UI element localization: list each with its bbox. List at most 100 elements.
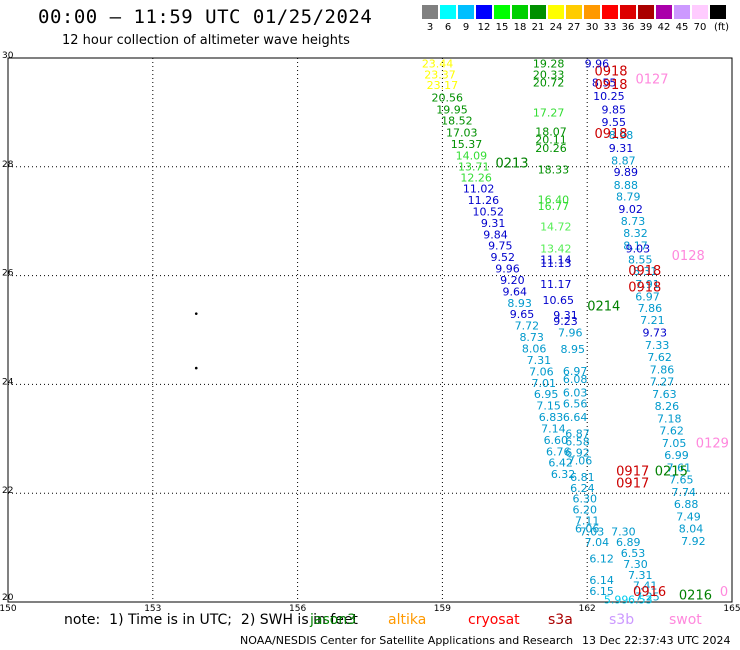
wave-height-value: 8.79 <box>616 191 641 204</box>
wave-height-value: 9.96 <box>495 263 520 276</box>
wave-height-value: 9.96 <box>585 57 610 70</box>
wave-height-value: 9.64 <box>503 285 528 298</box>
wave-height-value: 8.32 <box>623 227 648 240</box>
wave-height-value: 23.37 <box>424 68 456 81</box>
legend-swatch <box>512 5 528 19</box>
wave-height-value: 7.27 <box>650 376 675 389</box>
footer-note: note: 1) Time is in UTC; 2) SWH is in fe… <box>64 612 358 628</box>
wave-height-value: 8.17 <box>623 240 648 253</box>
wave-height-value: 9.75 <box>488 240 513 253</box>
legend-label: 42 <box>657 22 671 33</box>
wave-height-value: 9.23 <box>553 315 578 328</box>
wave-height-value: 9.85 <box>601 104 626 117</box>
x-tick-label: 150 <box>0 604 17 614</box>
wave-height-value: 10.25 <box>593 90 625 103</box>
wave-height-value: 6.97 <box>563 365 588 378</box>
wave-height-value: 15.37 <box>451 138 483 151</box>
wave-height-value: 6.97 <box>635 290 660 303</box>
wave-height-value: 7.18 <box>657 413 682 426</box>
y-tick-label: 22 <box>2 486 13 496</box>
legend-label: 36 <box>621 22 635 33</box>
wave-height-value: 9.73 <box>643 327 668 340</box>
wave-height-value: 6.64 <box>563 411 588 424</box>
wave-height-value: 9.89 <box>614 166 639 179</box>
track-label: 0129 <box>696 437 729 452</box>
satellite-name: cryosat <box>468 612 520 628</box>
legend-swatch <box>692 5 708 19</box>
wave-height-value: 18.52 <box>441 115 473 128</box>
wave-height-value: 7.15 <box>536 400 561 413</box>
wave-height-value: 6.14 <box>589 574 614 587</box>
satellite-name: s3b <box>609 612 635 628</box>
wave-height-value: 7.96 <box>558 327 583 340</box>
wave-height-value: 6.87 <box>565 427 590 440</box>
wave-height-value: 8.06 <box>522 342 547 355</box>
wave-height-value: 6.24 <box>570 482 595 495</box>
wave-height-value: 8.88 <box>614 179 639 192</box>
wave-height-value: 10.65 <box>542 294 574 307</box>
wave-height-value: 8.93 <box>507 297 532 310</box>
satellite-name: altika <box>388 612 427 628</box>
wave-height-value: 8.98 <box>609 129 634 142</box>
wave-height-value: 7.01 <box>532 377 557 390</box>
wave-height-value: 8.73 <box>621 215 646 228</box>
track-label: 0215 <box>655 464 688 479</box>
track-label: 0918 <box>628 264 661 279</box>
x-tick-label: 159 <box>434 604 451 614</box>
wave-height-value: 16.77 <box>538 200 570 213</box>
wave-height-value: 7.21 <box>640 314 665 327</box>
x-tick-label: 162 <box>579 604 596 614</box>
legend-swatch <box>602 5 618 19</box>
wave-height-value: 6.53 <box>628 593 653 606</box>
wave-height-value: 8.31 <box>633 265 658 278</box>
x-tick-label: 156 <box>289 604 306 614</box>
legend-swatch <box>494 5 510 19</box>
wave-height-value: 7.05 <box>662 437 687 450</box>
legend-label: 18 <box>513 22 527 33</box>
legend-label: 24 <box>549 22 563 33</box>
wave-height-value: 6.56 <box>563 397 588 410</box>
wave-height-value: 16.40 <box>538 193 570 206</box>
generated-timestamp: 13 Dec 22:37:43 UTC 2024 <box>582 634 731 647</box>
legend-label: 15 <box>495 22 509 33</box>
legend-label: 70 <box>693 22 707 33</box>
legend-label: 12 <box>477 22 491 33</box>
x-tick-label: 165 <box>723 604 740 614</box>
track-label: 0213 <box>495 156 528 171</box>
data-dot <box>194 312 198 315</box>
track-label: 0917 <box>616 464 649 479</box>
wave-height-value: 20.33 <box>533 68 565 81</box>
track-label: 0918 <box>628 280 661 295</box>
wave-height-value: 7.14 <box>541 422 566 435</box>
wave-height-value: 11.02 <box>463 183 495 196</box>
legend-swatch <box>458 5 474 19</box>
wave-height-value: 6.95 <box>534 388 559 401</box>
y-tick-label: 30 <box>2 51 14 61</box>
wave-height-value: 19.95 <box>436 104 468 117</box>
wave-height-value: 23.17 <box>427 79 459 92</box>
wave-height-value: 6.03 <box>563 387 588 400</box>
legend-label: 45 <box>675 22 689 33</box>
y-tick-label: 28 <box>2 160 14 170</box>
wave-height-value: 11.14 <box>540 253 572 266</box>
wave-height-value: 20.26 <box>535 142 567 155</box>
legend-label: 33 <box>603 22 617 33</box>
wave-height-value: 7.74 <box>671 486 696 499</box>
track-label: 0917 <box>616 476 649 491</box>
wave-height-value: 7.31 <box>628 569 653 582</box>
wave-height-value: 7.62 <box>659 425 684 438</box>
track-label: 0 <box>720 585 728 600</box>
legend-label: 27 <box>567 22 581 33</box>
wave-height-value: 17.03 <box>446 127 478 140</box>
wave-height-value: 11.13 <box>540 257 572 270</box>
track-label: 0128 <box>672 249 705 264</box>
wave-height-value: 10.52 <box>473 205 505 218</box>
wave-height-value: 12.26 <box>460 172 492 185</box>
y-tick-label: 20 <box>2 593 14 603</box>
wave-height-value: 14.09 <box>456 149 488 162</box>
wave-height-value: 7.61 <box>667 462 692 475</box>
wave-height-value: 7.72 <box>515 320 540 333</box>
wave-height-value: 7.92 <box>681 535 706 548</box>
legend-swatch <box>548 5 564 19</box>
